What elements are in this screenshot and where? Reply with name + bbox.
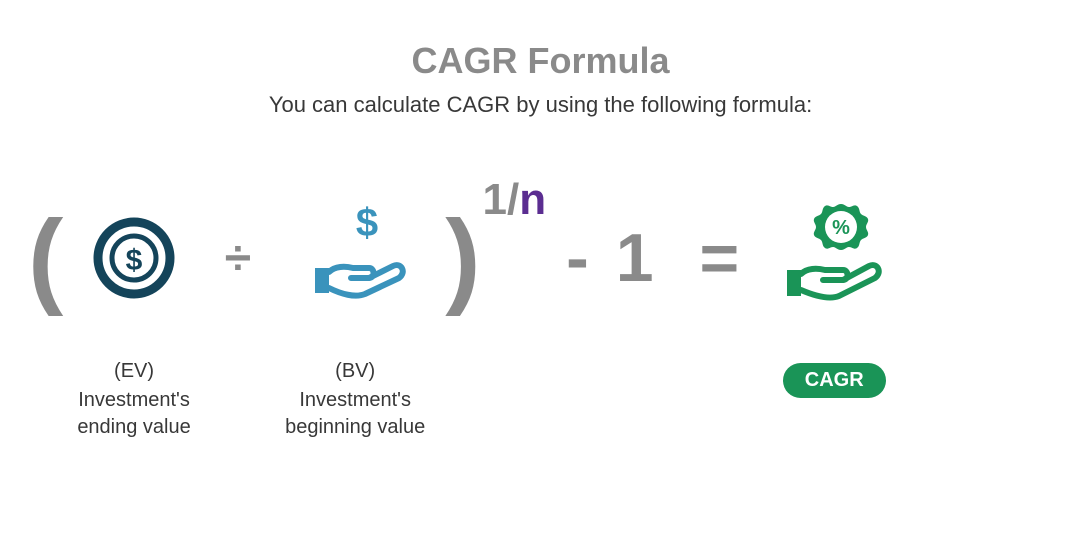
ev-line1: Investment's: [78, 389, 190, 411]
bv-abbr: (BV): [285, 358, 425, 385]
cagr-badge: CAGR: [783, 363, 886, 398]
ev-caption: (EV) Investment's ending value: [77, 358, 190, 441]
bv-line2: beginning value: [285, 416, 425, 438]
one: 1: [616, 219, 658, 297]
coin-dollar-icon: $: [92, 216, 176, 300]
hand-percent-icon: %: [769, 198, 899, 318]
page-subtitle: You can calculate CAGR by using the foll…: [269, 92, 812, 118]
svg-text:$: $: [126, 244, 143, 277]
page-title: CAGR Formula: [411, 40, 669, 82]
bv-line1: Investment's: [299, 389, 411, 411]
ev-line2: ending value: [77, 416, 190, 438]
result-term: % CAGR: [769, 198, 899, 398]
bv-caption: (BV) Investment's beginning value: [285, 358, 425, 441]
svg-text:$: $: [356, 201, 378, 245]
close-paren: ): [445, 198, 480, 318]
open-paren: (: [28, 198, 63, 318]
divide-op: ÷: [225, 198, 251, 318]
exponent-fraction: 1/: [483, 175, 520, 224]
bv-term: $ (BV) Investment's beginning value: [285, 198, 425, 441]
exponent-n: n: [519, 175, 546, 224]
formula-row: ( $ (EV) Investment's ending value ÷ $: [0, 198, 1081, 498]
minus-sign: -: [566, 219, 593, 297]
svg-text:%: %: [832, 217, 850, 239]
exponent: 1/n: [483, 178, 547, 222]
ev-abbr: (EV): [77, 358, 190, 385]
hand-dollar-icon: $: [295, 198, 415, 318]
ev-term: $ (EV) Investment's ending value: [77, 198, 190, 441]
equals-sign: =: [700, 198, 740, 318]
minus-one: - 1: [566, 198, 657, 318]
